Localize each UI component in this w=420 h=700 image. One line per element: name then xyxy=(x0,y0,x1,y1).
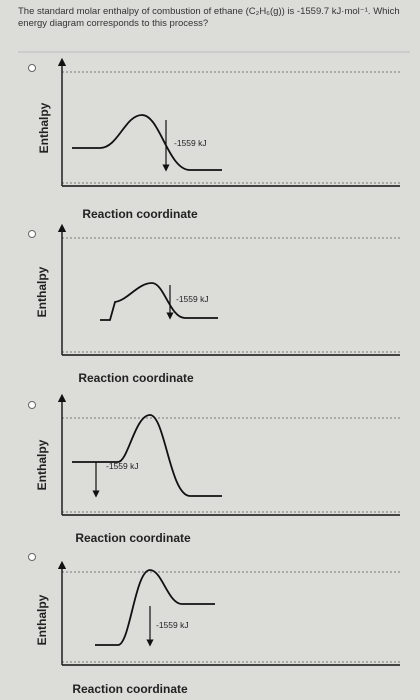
x-label: Reaction coordinate xyxy=(75,531,191,545)
option: -1559 kJ Enthalpy Reaction coordinate xyxy=(28,553,400,696)
delta-label: -1559 kJ xyxy=(174,138,207,148)
y-label: Enthalpy xyxy=(35,439,49,490)
y-label: Enthalpy xyxy=(35,594,49,645)
question: The standard molar enthalpy of combustio… xyxy=(18,6,400,29)
radio-button[interactable] xyxy=(28,401,36,409)
delta-label: -1559 kJ xyxy=(156,620,189,630)
radio-button[interactable] xyxy=(28,64,36,72)
x-label: Reaction coordinate xyxy=(78,371,194,385)
x-label: Reaction coordinate xyxy=(72,682,188,696)
energy-curve xyxy=(72,414,222,497)
question-box: The standard molar enthalpy of combustio… xyxy=(18,6,400,29)
radio-button[interactable] xyxy=(28,230,36,238)
delta-label: -1559 kJ xyxy=(176,294,209,304)
energy-curve xyxy=(72,114,222,171)
option: -1559 kJ Enthalpy Reaction coordinate xyxy=(28,223,400,385)
y-label: Enthalpy xyxy=(37,102,51,153)
delta-label: -1559 kJ xyxy=(106,461,139,471)
energy-curve xyxy=(100,282,218,321)
x-label: Reaction coordinate xyxy=(82,207,198,221)
radio-button[interactable] xyxy=(28,553,36,561)
option: -1559 kJ Enthalpy Reaction coordinate xyxy=(28,393,400,545)
energy-curve xyxy=(95,569,215,646)
y-label: Enthalpy xyxy=(35,266,49,317)
option: -1559 kJ Enthalpy Reaction coordinate xyxy=(28,57,400,221)
